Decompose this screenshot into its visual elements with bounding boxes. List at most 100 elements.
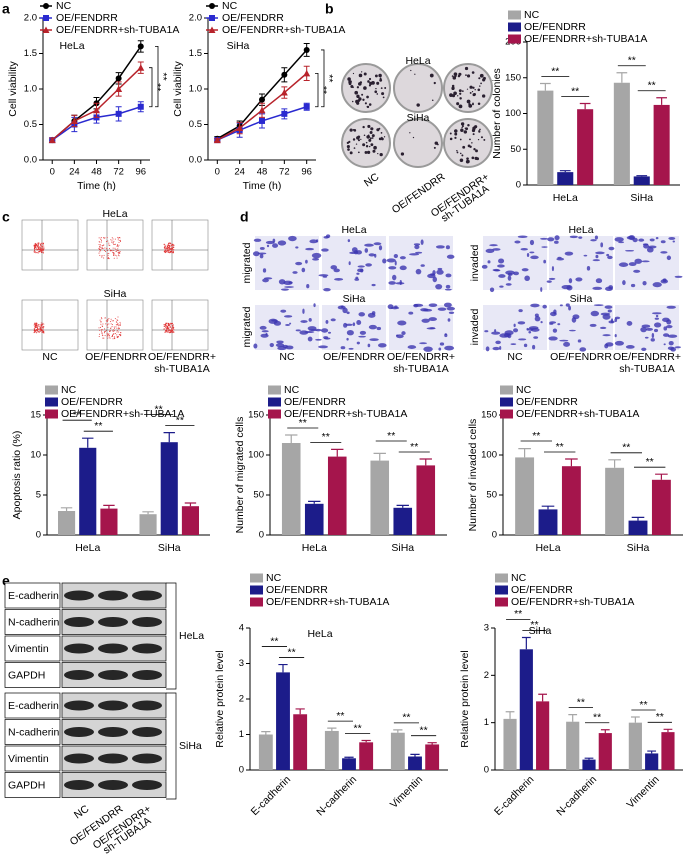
event xyxy=(111,237,113,239)
colony xyxy=(460,122,465,126)
stained-cell xyxy=(401,331,406,336)
event xyxy=(170,243,172,245)
stained-cell xyxy=(653,322,662,328)
legend-marker xyxy=(43,3,49,9)
event xyxy=(35,325,37,327)
event xyxy=(105,320,107,322)
stained-cell xyxy=(276,340,284,344)
event xyxy=(99,329,101,331)
x-tick-label: 72 xyxy=(279,167,290,178)
colony xyxy=(371,134,375,138)
colony xyxy=(384,87,387,89)
event xyxy=(108,242,110,244)
legend-label: NC xyxy=(266,572,282,584)
marker xyxy=(137,64,145,71)
row-label: invaded xyxy=(469,244,481,281)
event xyxy=(98,247,100,249)
legend-swatch xyxy=(45,385,58,395)
stained-cell xyxy=(262,268,267,273)
stained-cell xyxy=(614,340,624,346)
event xyxy=(36,326,38,328)
colony xyxy=(463,130,468,134)
stained-cell xyxy=(386,258,396,263)
colony xyxy=(478,77,481,80)
legend-swatch xyxy=(268,409,281,419)
group-label: NC xyxy=(42,351,58,363)
bar xyxy=(393,507,413,535)
stained-cell xyxy=(569,235,578,239)
event xyxy=(110,318,112,320)
event xyxy=(98,327,100,329)
event xyxy=(166,246,168,248)
colony xyxy=(365,145,369,148)
event xyxy=(116,334,118,336)
event xyxy=(37,245,39,247)
stained-cell xyxy=(373,242,382,246)
stained-cell xyxy=(346,337,349,341)
colony xyxy=(475,149,478,153)
flow-plot xyxy=(151,299,209,351)
colony xyxy=(461,126,463,129)
colony xyxy=(469,91,472,94)
event xyxy=(41,326,43,328)
error-bar xyxy=(396,504,409,508)
event xyxy=(106,324,108,326)
event xyxy=(37,329,39,331)
colony xyxy=(370,127,374,131)
stained-cell xyxy=(273,320,282,326)
group-label: OE/FENDRR xyxy=(85,351,147,363)
stained-cell xyxy=(513,328,519,333)
stained-cell xyxy=(396,334,404,339)
event xyxy=(38,246,40,248)
stained-cell xyxy=(595,278,603,284)
event xyxy=(116,257,118,259)
bar xyxy=(605,467,625,535)
error-bar xyxy=(616,72,628,83)
event xyxy=(116,331,118,333)
y-tick-label: 100 xyxy=(481,450,497,461)
colony xyxy=(466,99,471,104)
stained-cell xyxy=(351,247,358,253)
event xyxy=(40,328,42,330)
blot-band xyxy=(98,590,128,601)
group-label: OE/FENDRR xyxy=(550,351,612,363)
colony xyxy=(374,74,378,78)
stained-cell xyxy=(305,247,314,251)
event xyxy=(171,328,173,330)
stained-cell xyxy=(590,310,600,317)
stained-cell xyxy=(311,252,322,259)
stained-cell xyxy=(438,347,442,351)
stained-cell xyxy=(660,240,666,244)
significance-label: ** xyxy=(94,420,102,432)
bar xyxy=(281,443,301,535)
stained-cell xyxy=(566,285,573,291)
colony xyxy=(452,76,457,80)
colony xyxy=(472,133,475,136)
colony xyxy=(431,99,434,102)
event xyxy=(103,332,105,334)
event xyxy=(163,324,165,326)
colony xyxy=(369,131,373,135)
dish xyxy=(443,63,493,113)
legend-label: OE/FENDRR xyxy=(284,396,346,408)
event xyxy=(104,317,106,319)
error-bar xyxy=(308,500,321,504)
event xyxy=(115,251,117,253)
event xyxy=(118,250,120,252)
row-label: migrated xyxy=(241,306,253,347)
stained-cell xyxy=(556,257,565,261)
bar xyxy=(537,90,554,185)
chart-title: SiHa xyxy=(227,40,250,52)
stained-cell xyxy=(662,278,667,283)
y-tick-label: 50 xyxy=(253,490,264,501)
stained-cell xyxy=(284,315,293,318)
event xyxy=(170,326,172,328)
blot-band xyxy=(64,727,94,737)
stained-cell xyxy=(437,307,447,311)
legend-label: NC xyxy=(511,572,527,584)
legend-marker xyxy=(208,26,216,33)
event xyxy=(108,244,110,246)
x-tick-label: HeLa xyxy=(302,542,327,554)
significance-label: ** xyxy=(577,696,585,708)
event xyxy=(35,327,37,329)
